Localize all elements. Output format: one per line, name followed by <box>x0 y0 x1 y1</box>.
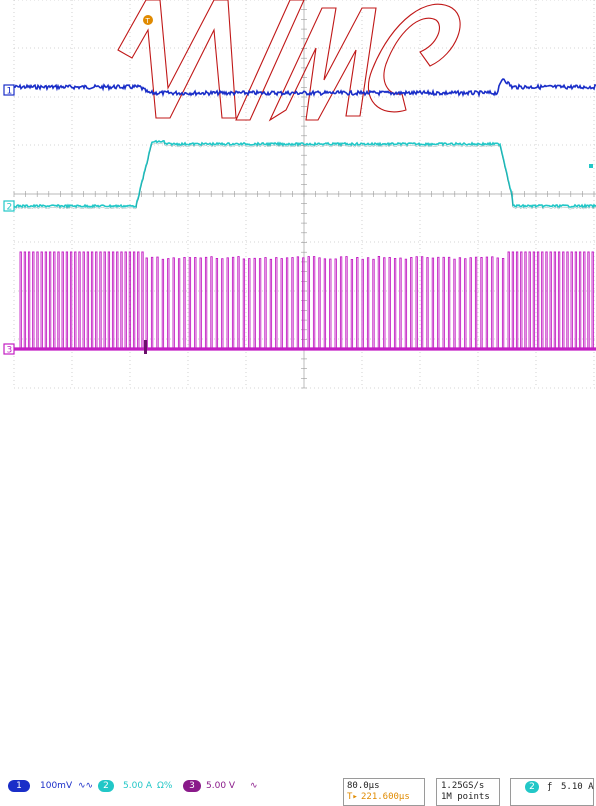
offset-icon: Ω% <box>157 781 173 791</box>
trigger-source-badge: 2 <box>525 781 539 793</box>
rising-edge-icon: ƒ <box>547 782 553 792</box>
svg-text:3: 3 <box>7 346 13 356</box>
watermark <box>117 0 461 122</box>
svg-text:2: 2 <box>7 203 13 213</box>
trigger-readout[interactable]: 2 ƒ 5.10 A <box>510 778 594 806</box>
channel-1-trace <box>13 78 596 98</box>
svg-text:1: 1 <box>7 87 13 97</box>
record-length: 1M points <box>441 792 490 802</box>
status-bar: 1 100mV ∿∿ 2 5.00 A Ω% 3 5.00 V ∿ 80.0µs… <box>0 388 596 806</box>
timebase-readout[interactable]: 80.0µs T▸ 221.600µs <box>343 778 425 806</box>
channel-1-scale[interactable]: 100mV <box>40 781 73 791</box>
channel-3-trace <box>19 251 594 349</box>
timebase-scale: 80.0µs <box>347 781 380 791</box>
channel-2-trace <box>13 139 596 209</box>
channel-1-badge[interactable]: 1 <box>8 780 30 792</box>
bandwidth-icon: ∿∿ <box>78 781 94 791</box>
channel-2-badge[interactable]: 2 <box>98 780 114 792</box>
svg-text:T: T <box>145 17 151 25</box>
channel-2-level-marker[interactable]: 2 <box>3 200 15 213</box>
channel-3-badge[interactable]: 3 <box>183 780 201 792</box>
trigger-delay-prefix: T▸ <box>347 792 358 802</box>
acquisition-readout[interactable]: 1.25GS/s 1M points <box>436 778 500 806</box>
channel-2-scale[interactable]: 5.00 A <box>123 781 153 791</box>
channel-1-level-marker[interactable]: 1 <box>3 84 15 97</box>
oscilloscope-display: 1 2 3 T <box>3 0 596 389</box>
ac-coupling-icon: ∿ <box>250 781 258 791</box>
trigger-level-marker <box>589 164 593 168</box>
trigger-position-marker[interactable]: T <box>143 15 153 25</box>
channel-3-level-marker[interactable]: 3 <box>3 343 15 356</box>
channel-3-scale[interactable]: 5.00 V <box>206 781 236 791</box>
sample-rate: 1.25GS/s <box>441 781 485 791</box>
trigger-level: 5.10 A <box>561 782 594 792</box>
trigger-delay: 221.600µs <box>361 792 410 802</box>
